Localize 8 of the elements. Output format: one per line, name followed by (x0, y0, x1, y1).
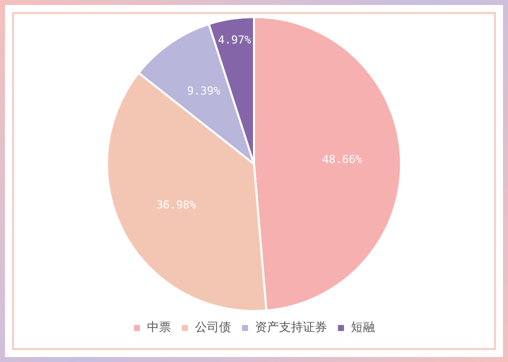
legend-label: 中票 (147, 320, 171, 334)
legend-label: 资产支持证券 (255, 320, 327, 334)
data-label: 48.66% (322, 153, 362, 166)
data-label: 9.39% (187, 84, 221, 98)
data-label: 4.97% (218, 33, 252, 46)
legend-label: 公司债 (195, 320, 231, 334)
legend-label: 短融 (351, 320, 375, 334)
data-label: 36.98% (156, 198, 197, 212)
